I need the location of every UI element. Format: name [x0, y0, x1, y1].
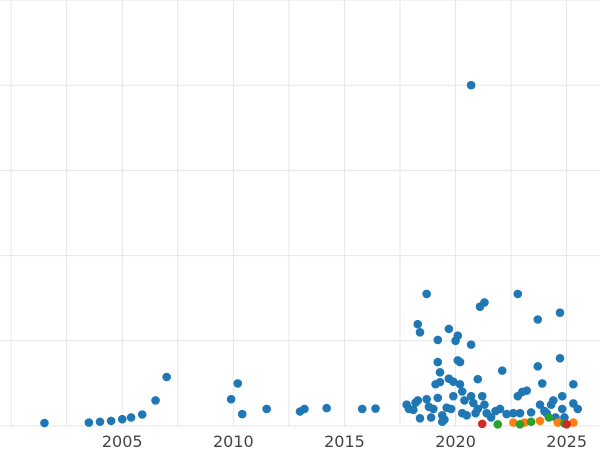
data-point	[371, 404, 380, 413]
data-point	[535, 400, 545, 410]
data-point	[226, 394, 236, 404]
data-point	[477, 419, 487, 429]
data-point	[137, 410, 147, 419]
data-point	[449, 391, 458, 401]
data-point	[526, 417, 536, 427]
data-point	[569, 418, 578, 427]
data-point	[409, 405, 418, 415]
x-axis-tick-labels: 2005 2010 2015 2020 2025	[102, 432, 587, 450]
data-point	[560, 413, 569, 422]
data-point	[435, 377, 445, 387]
data-point	[40, 418, 49, 428]
data-point	[473, 404, 483, 414]
data-point	[322, 403, 331, 413]
data-point	[126, 413, 136, 422]
data-point	[433, 335, 443, 345]
data-point	[515, 419, 525, 429]
data-point	[569, 379, 578, 389]
x-tick-label: 2025	[546, 432, 587, 450]
data-point	[453, 331, 463, 340]
data-point	[462, 411, 471, 420]
data-point	[509, 418, 518, 427]
x-tick-label: 2005	[102, 432, 143, 450]
data-point	[449, 377, 458, 386]
data-points	[40, 80, 583, 429]
data-point	[440, 415, 449, 424]
data-point	[415, 327, 425, 337]
data-point	[515, 408, 525, 418]
data-point	[557, 404, 567, 414]
data-point	[544, 413, 554, 422]
data-point	[300, 404, 309, 414]
data-point	[106, 416, 116, 426]
data-point	[444, 324, 454, 334]
data-point	[526, 408, 536, 417]
data-point	[493, 419, 503, 429]
data-point	[549, 396, 558, 405]
data-point	[455, 379, 465, 389]
data-point	[537, 379, 547, 388]
data-point	[469, 398, 478, 408]
data-point	[522, 386, 531, 395]
data-point	[357, 404, 367, 414]
data-point	[117, 414, 127, 424]
x-tick-label: 2020	[435, 432, 476, 450]
data-point	[413, 319, 423, 329]
data-point	[480, 400, 489, 410]
data-point	[422, 289, 431, 299]
data-point	[433, 357, 443, 367]
data-point	[573, 404, 583, 414]
data-point	[513, 289, 523, 299]
data-point	[457, 387, 467, 396]
x-tick-label: 2010	[213, 432, 254, 450]
data-point	[95, 417, 105, 427]
data-point	[415, 414, 425, 423]
data-point	[262, 404, 271, 414]
data-point	[84, 418, 94, 427]
data-point	[535, 416, 545, 426]
data-point	[553, 418, 563, 427]
data-point	[557, 391, 567, 401]
data-point	[413, 396, 423, 405]
data-point	[480, 298, 489, 307]
data-point	[555, 353, 565, 363]
data-point	[509, 408, 518, 418]
data-point	[533, 315, 543, 324]
data-point	[455, 357, 465, 367]
data-point	[477, 391, 487, 401]
data-point	[233, 379, 243, 388]
data-point	[429, 404, 438, 414]
data-point	[466, 80, 476, 90]
data-point	[426, 413, 436, 422]
data-point	[422, 394, 431, 404]
data-point	[562, 419, 571, 429]
data-point	[497, 366, 507, 375]
data-point	[435, 368, 445, 377]
x-tick-label: 2015	[324, 432, 365, 450]
data-point	[162, 372, 171, 382]
data-point	[555, 308, 565, 317]
data-point	[502, 409, 511, 419]
data-point	[433, 393, 443, 403]
data-point	[495, 404, 505, 414]
data-point	[460, 396, 469, 405]
x-gridlines	[10, 0, 568, 426]
data-point	[533, 362, 543, 371]
data-point	[466, 340, 476, 349]
data-point	[466, 391, 476, 401]
data-point	[151, 396, 160, 405]
data-point	[237, 409, 247, 419]
data-point	[446, 404, 456, 414]
data-point	[473, 374, 483, 384]
data-point	[486, 413, 496, 422]
